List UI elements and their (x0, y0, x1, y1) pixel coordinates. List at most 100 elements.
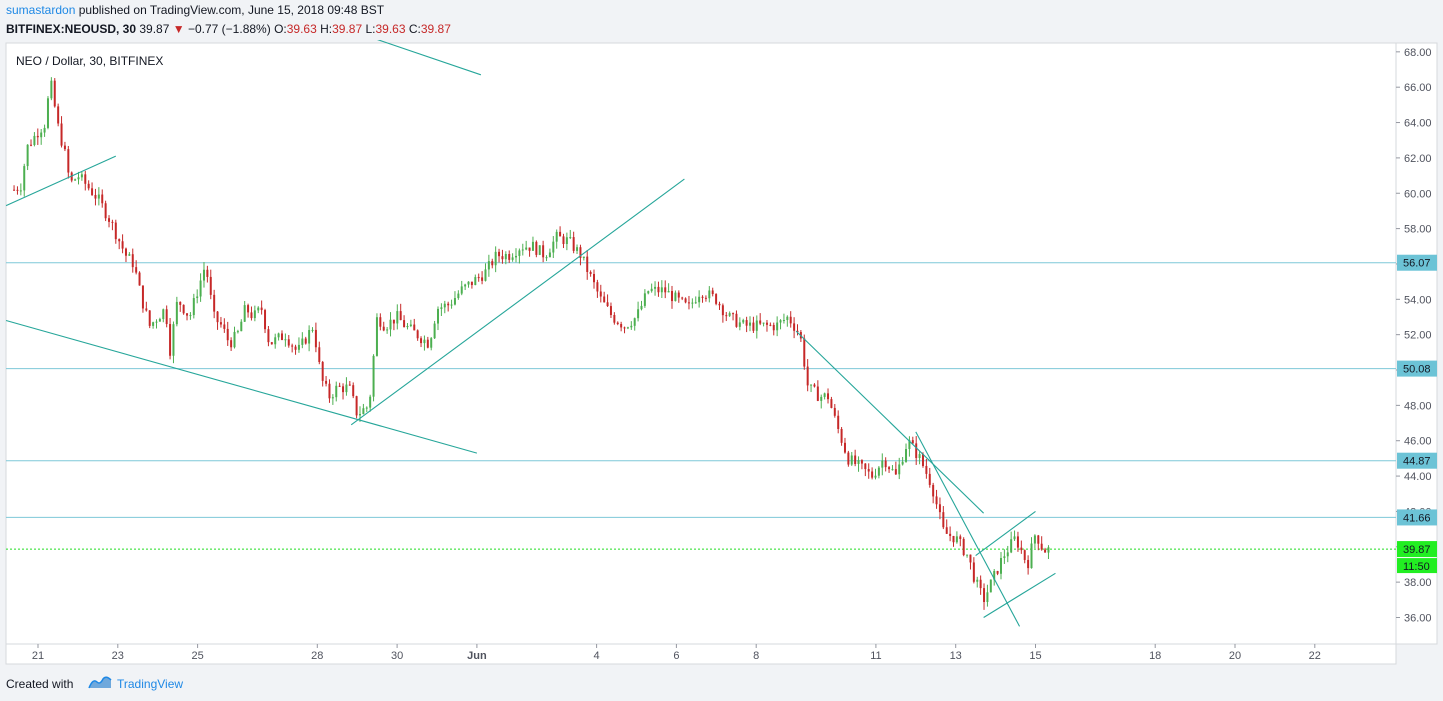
candle-up (409, 324, 412, 326)
candle-down (616, 322, 619, 325)
x-tick-label: Jun (467, 650, 487, 662)
candle-up (311, 329, 314, 331)
candle-down (586, 256, 589, 272)
open-value: 39.63 (286, 22, 317, 36)
candle-up (406, 325, 409, 328)
candle-up (189, 315, 192, 317)
level-label-box (1397, 360, 1437, 377)
candle-down (260, 307, 263, 311)
candle-up (443, 303, 446, 308)
candle-down (860, 460, 863, 464)
candle-down (230, 340, 233, 348)
candle-down (1044, 549, 1047, 553)
candle-down (840, 428, 843, 443)
candle-down (186, 313, 189, 316)
candle-down (681, 297, 684, 299)
candle-down (677, 292, 680, 298)
candle-down (57, 106, 60, 124)
candle-down (280, 333, 283, 340)
y-tick-label: 66.00 (1404, 82, 1432, 94)
candle-down (589, 271, 592, 274)
tradingview-brand-link[interactable]: TradingView (117, 677, 184, 691)
publish-line: sumastardon published on TradingView.com… (6, 3, 384, 17)
footer: Created with TradingView (0, 668, 1443, 701)
candle-down (121, 241, 124, 249)
candle-up (40, 132, 43, 138)
candle-down (287, 339, 290, 346)
candle-down (827, 393, 830, 400)
candle-down (542, 245, 545, 258)
candle-up (637, 309, 640, 319)
candle-down (328, 383, 331, 399)
tradingview-logo-icon[interactable] (88, 674, 112, 695)
price-chart[interactable]: 36.0038.0040.0042.0044.0046.0048.0050.00… (0, 38, 1443, 666)
candle-down (447, 303, 450, 306)
candle-down (1040, 543, 1043, 550)
candle-down (864, 463, 867, 470)
candle-down (732, 313, 735, 315)
chart-area[interactable]: 36.0038.0040.0042.0044.0046.0048.0050.00… (0, 38, 1443, 666)
candle-up (1047, 547, 1050, 553)
candle-down (338, 385, 341, 387)
candle-down (314, 329, 317, 348)
candlestick-series (13, 77, 1050, 610)
candle-up (569, 237, 572, 239)
candle-up (345, 384, 348, 393)
candle-up (430, 338, 433, 348)
candle-down (399, 311, 402, 321)
time-axis[interactable] (5, 643, 1397, 665)
x-tick-label: 22 (1309, 650, 1321, 662)
candle-down (711, 290, 714, 295)
candle-down (304, 338, 307, 344)
candle-down (759, 320, 762, 324)
candle-up (552, 241, 555, 253)
candle-down (609, 306, 612, 316)
candle-up (192, 298, 195, 316)
candle-up (521, 249, 524, 251)
candle-up (23, 166, 26, 191)
candle-down (769, 324, 772, 326)
candle-down (867, 469, 870, 472)
candle-up (358, 414, 361, 416)
candle-up (301, 338, 304, 345)
level-label: 44.87 (1403, 456, 1431, 468)
candle-up (850, 455, 853, 465)
candle-up (80, 174, 83, 178)
candle-down (599, 291, 602, 297)
author-link[interactable]: sumastardon (6, 3, 76, 17)
candle-up (240, 321, 243, 332)
candle-up (365, 407, 368, 409)
candle-down (101, 194, 104, 204)
candle-down (735, 313, 738, 327)
candle-up (494, 251, 497, 266)
candle-up (786, 316, 789, 321)
candle-up (253, 310, 256, 319)
candle-down (928, 473, 931, 485)
candle-up (966, 554, 969, 556)
candle-down (664, 287, 667, 293)
candle-down (830, 399, 833, 408)
candle-up (708, 290, 711, 299)
x-tick-label: 4 (594, 650, 600, 662)
candle-up (19, 190, 22, 192)
candle-down (704, 297, 707, 299)
candle-up (667, 291, 670, 293)
price-change: −0.77 (−1.88%) (187, 22, 271, 36)
price-labels: 56.07 50.08 44.87 41.66 39.87 11:50 (1397, 254, 1437, 574)
plot-background[interactable] (5, 42, 1397, 645)
candle-up (233, 331, 236, 348)
candle-down (135, 267, 138, 273)
candle-down (949, 533, 952, 536)
down-arrow-icon: ▼ (172, 22, 185, 36)
candle-up (74, 179, 77, 181)
candle-up (857, 460, 860, 465)
candle-down (972, 562, 975, 582)
trendline (376, 38, 482, 76)
candle-down (915, 443, 918, 459)
horizontal-levels (6, 262, 1396, 550)
candle-up (891, 469, 894, 471)
candle-down (837, 415, 840, 429)
candle-up (755, 320, 758, 331)
low-value: 39.63 (375, 22, 406, 36)
candle-down (816, 386, 819, 401)
